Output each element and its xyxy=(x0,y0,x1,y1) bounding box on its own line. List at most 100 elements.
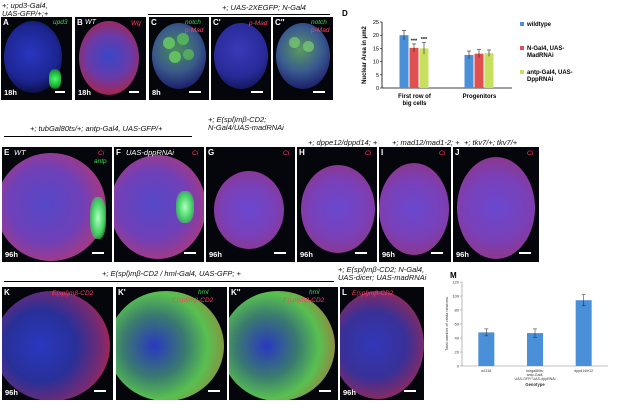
panel-b-label: B xyxy=(77,18,83,27)
panel-i-age: 96h xyxy=(382,250,395,259)
chart-m-bar xyxy=(575,300,592,366)
panel-a-label: A xyxy=(3,18,9,27)
panel-i: I Ci 96h xyxy=(379,147,451,262)
chart-d-legend-label: wildtype xyxy=(526,22,552,28)
panel-a-age: 18h xyxy=(4,88,17,97)
genotype-g: +; E(spl)mβ-CD2; N-Gal4/UAS-madRNAi xyxy=(208,115,284,132)
panel-j-title: +; tkv7/+; tkv7/+ xyxy=(464,138,518,147)
chart-d-bar xyxy=(474,53,484,88)
panel-g-age: 96h xyxy=(209,250,222,259)
panel-k-age: 96h xyxy=(5,388,18,397)
panel-d-label: D xyxy=(342,9,348,18)
panel-f-title: UAS-dppRNAi xyxy=(126,148,174,157)
panel-h: H Ci 96h xyxy=(297,147,377,262)
genotype-c-underline xyxy=(148,14,330,15)
panel-e: E WT Ci antp 96h xyxy=(2,147,112,262)
panel-j-age: 96h xyxy=(456,250,469,259)
panel-h-label: H xyxy=(299,148,305,157)
chart-d-legend-label: antp-Gal4, UAS- xyxy=(527,70,573,76)
chart-m-ytick-label: 120 xyxy=(452,280,459,285)
panel-e-age: 96h xyxy=(5,250,18,259)
chart-d-ytick-label: 0 xyxy=(376,86,379,92)
chart-m-category-label-cont: antp-Gal4, xyxy=(527,373,544,377)
chart-d-ytick-label: 20 xyxy=(373,33,379,39)
panel-h-age: 96h xyxy=(300,250,313,259)
chart-d-bar xyxy=(399,35,409,88)
panel-c-double-prime-label: C'' xyxy=(275,18,285,27)
chart-m-ytick-label: 40 xyxy=(455,336,460,341)
panel-a: A upd3 18h xyxy=(1,17,72,100)
genotype-l: +; E(spl)mβ-CD2; N-Gal4, UAS-dicer; UAS-… xyxy=(338,265,427,282)
panel-c-channel-1: notch xyxy=(185,19,201,26)
genotype-k-underline xyxy=(4,281,334,282)
chart-d-bar xyxy=(419,48,429,88)
panel-c-prime-label: C' xyxy=(213,18,221,27)
chart-d-legend-swatch xyxy=(520,70,524,74)
panel-l: L E(spl)mβ-CD2 96h xyxy=(340,287,424,400)
genotype-e-underline xyxy=(4,136,192,137)
panel-b-title: WT xyxy=(85,19,96,26)
panel-c-double-prime-channel-1: notch xyxy=(311,19,327,26)
panel-k: K E(spl)mβ-CD2 96h xyxy=(2,287,113,400)
panel-g-channel: Ci xyxy=(283,150,290,157)
chart-d-bar xyxy=(464,55,474,88)
panel-f-channel: Ci xyxy=(192,150,199,157)
panel-m-label: M xyxy=(450,271,457,280)
chart-d-ytick-label: 5 xyxy=(376,73,379,79)
panel-f: F UAS-dppRNAi Ci xyxy=(114,147,204,262)
chart-m-category-label: w1118 xyxy=(481,369,491,373)
chart-d-category-label: Progenitors xyxy=(463,94,497,100)
chart-m-category-label: dppd14/e12 xyxy=(574,369,593,373)
chart-m-bar xyxy=(478,332,495,366)
panel-l-channel: E(spl)mβ-CD2 xyxy=(352,290,394,297)
panel-e-channel-2: antp xyxy=(94,158,107,165)
chart-d-legend-label: N-Gal4, UAS- xyxy=(527,46,564,52)
chart-d-legend-swatch xyxy=(520,22,524,26)
panel-i-title: +; mad12/mad1-2; + xyxy=(392,138,460,147)
chart-d-significance: *** xyxy=(421,37,428,43)
chart-m-category-label-cont: UAS-GFP/ UAS-dppRNAi xyxy=(515,377,556,381)
chart-d-legend-label: DppRNAi xyxy=(527,77,554,83)
panel-m: M 0 20 40 60 80 100 120 Total number of crista … xyxy=(430,268,617,403)
panel-a-channel: upd3 xyxy=(53,19,68,26)
panel-k-channel: E(spl)mβ-CD2 xyxy=(52,290,94,297)
chart-m-ytick-label: 20 xyxy=(455,350,460,355)
panel-b-channel: Wg xyxy=(131,20,141,27)
chart-d-category-label: First row of xyxy=(398,94,432,100)
chart-d-ytick-label: 15 xyxy=(373,46,379,52)
chart-m-ytick-label: 80 xyxy=(455,308,460,313)
panel-k-double-prime: K'' hml E(spl)mβ-CD2 xyxy=(229,287,338,400)
panel-c-channel-2: p-Mad xyxy=(185,27,204,34)
chart-d-significance: *** xyxy=(411,38,418,44)
panel-j-channel: Ci xyxy=(527,150,534,157)
panel-i-label: I xyxy=(381,148,384,157)
panel-c-age: 8h xyxy=(152,88,161,97)
panel-d: D 0 5 10 15 20 25 Nuclear Area in μm2 *** *** Fir… xyxy=(340,9,617,122)
chart-m-category-label: tubgal80ts; xyxy=(526,369,544,373)
panel-j-label: J xyxy=(455,148,460,157)
panel-c-double-prime-channel-2: p-Mad xyxy=(311,27,330,34)
chart-d-bar xyxy=(484,53,494,88)
panel-l-age: 96h xyxy=(343,388,356,397)
panel-i-channel: Ci xyxy=(439,150,446,157)
chart-m-xlabel: Genotype xyxy=(525,382,545,387)
panel-h-channel: Ci xyxy=(365,150,372,157)
chart-d-bar xyxy=(409,47,419,88)
chart-d-category-label-cont: big cells xyxy=(402,101,427,107)
genotype-e: +; tubGal80ts/+; antp-Gal4, UAS-GFP/+ xyxy=(30,124,163,133)
panel-l-label: L xyxy=(342,288,347,297)
panel-b: B WT Wg 18h xyxy=(75,17,146,100)
panel-c-label: C xyxy=(151,18,157,27)
panel-c-double-prime: C'' notch p-Mad xyxy=(273,17,333,100)
genotype-k: +; E(spl)mβ-CD2 / hml-Gal4, UAS-GFP; + xyxy=(102,269,241,278)
panel-g-label: G xyxy=(208,148,215,157)
panel-k-prime: K' hml E(spl)mβ-CD2 xyxy=(116,287,227,400)
chart-d-ylabel: Nuclear Area in μm2 xyxy=(362,25,368,83)
panel-b-age: 18h xyxy=(78,88,91,97)
panel-e-channel-1: Ci xyxy=(98,150,105,157)
panel-k-double-prime-channel-1: hml xyxy=(309,289,320,296)
panel-k-label: K xyxy=(4,288,10,297)
panel-c-prime-channel: p-Mad xyxy=(249,20,268,27)
chart-d: 0 5 10 15 20 25 Nuclear Area in μm2 *** *** First… xyxy=(362,20,573,107)
panel-c: C notch p-Mad 8h xyxy=(149,17,209,100)
